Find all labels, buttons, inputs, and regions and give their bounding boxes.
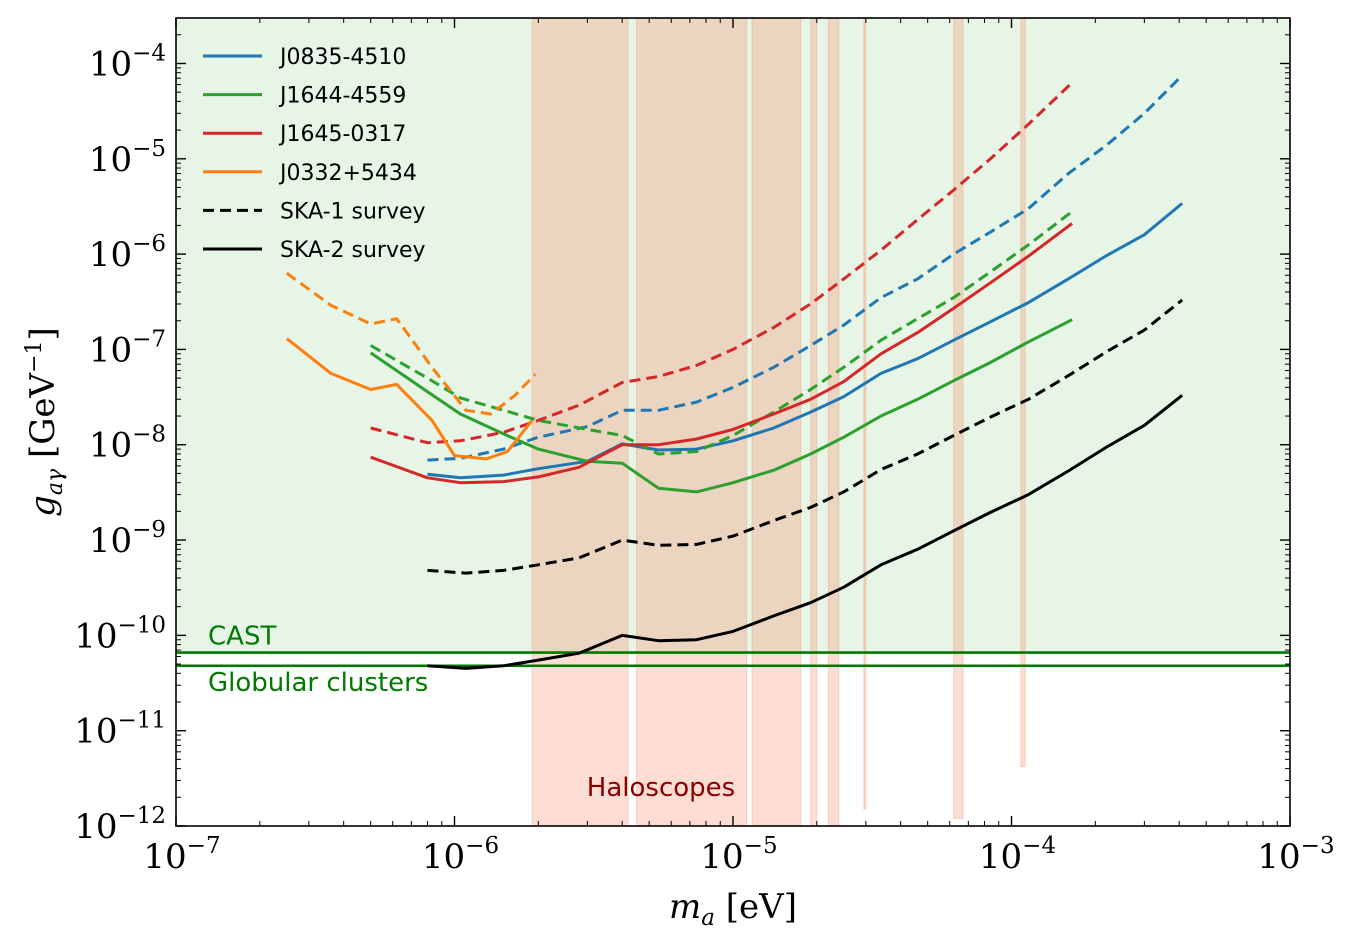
annotations-layer: CAST Globular clusters Haloscopes [208, 622, 735, 803]
legend-label-j0332-5434: J0332+5434 [278, 161, 417, 186]
series-ska-1-survey-ska-1-line [427, 298, 1184, 575]
y-tick-label: 10−7 [89, 326, 166, 370]
legend-label-ska-1-survey: SKA-1 survey [280, 199, 426, 224]
globular-clusters-label: Globular clusters [208, 668, 428, 698]
legend-label-j1644-4559: J1644-4559 [278, 84, 406, 109]
haloscope-band-5 [827, 17, 840, 827]
legend-label-j0835-4510: J0835-4510 [278, 45, 406, 70]
y-tick-label: 10−11 [74, 708, 166, 752]
axis-labels: ma [eV] gaγ [GeV−1] [22, 327, 797, 931]
x-tick-label: 10−5 [700, 833, 777, 877]
series-layer [285, 74, 1184, 670]
excluded-region [176, 18, 1290, 653]
legend-label-ska-2-survey: SKA-2 survey [280, 238, 426, 263]
x-tick-label: 10−4 [979, 833, 1056, 877]
excluded-region-layer [176, 18, 1290, 653]
series-j0332-5434-ska-2-line [285, 337, 534, 461]
y-tick-label: 10−10 [74, 612, 166, 656]
x-tick-label: 10−6 [422, 833, 499, 877]
series-j0835-4510-ska-2-line [427, 202, 1184, 480]
limit-lines-layer [176, 651, 1290, 668]
series-j1644-4559-ska-1-line [369, 210, 1074, 456]
y-tick-label: 10−8 [89, 422, 166, 466]
x-tick-label: 10−3 [1257, 833, 1334, 877]
y-tick-label: 10−5 [89, 136, 166, 180]
series-j1645-0317-ska-2-line [370, 222, 1074, 485]
haloscope-bands-layer [531, 17, 1026, 827]
y-tick-label: 10−9 [89, 517, 166, 561]
haloscopes-label: Haloscopes [587, 773, 735, 803]
haloscope-band-2 [635, 17, 748, 827]
haloscope-band-4 [810, 17, 818, 827]
legend: J0835-4510 J1644-4559 J1645-0317 J0332+5434… [203, 45, 426, 263]
haloscope-band-7 [953, 17, 964, 819]
series-j1644-4559-ska-2-line [369, 318, 1073, 494]
x-tick-label: 10−7 [143, 833, 220, 877]
haloscope-band-8 [1020, 17, 1026, 768]
series-j0835-4510-ska-1-line [427, 74, 1184, 462]
y-tick-label: 10−4 [89, 40, 166, 84]
cast-label: CAST [208, 622, 276, 652]
legend-label-j1645-0317: J1645-0317 [278, 122, 406, 147]
y-tick-label: 10−12 [74, 803, 166, 847]
haloscope-band-3 [751, 17, 802, 827]
x-axis-label: ma [eV] [669, 887, 797, 931]
y-tick-label: 10−6 [89, 231, 166, 275]
series-j1645-0317-ska-1-line [370, 81, 1074, 445]
series-j0332-5434-ska-1-line [285, 271, 537, 416]
series-ska-2-survey-ska-2-line [427, 394, 1184, 670]
y-axis-label: gaγ [GeV−1] [22, 327, 68, 517]
haloscope-band-6 [863, 17, 867, 810]
ticks-layer: 10−7 10−6 10−5 10−4 10−3 10−12 10−11 10−10 10−9 1… [74, 18, 1335, 877]
